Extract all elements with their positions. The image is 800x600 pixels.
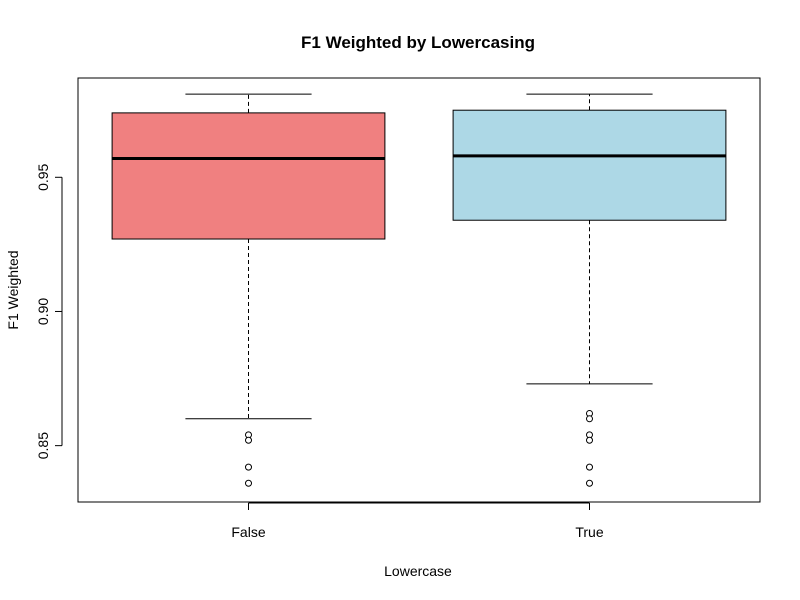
x-tick-label: False (231, 524, 265, 540)
y-tick-label: 0.90 (35, 298, 51, 325)
chart-title: F1 Weighted by Lowercasing (301, 33, 535, 52)
boxes-layer (111, 93, 727, 487)
box (452, 109, 727, 221)
outlier-point (586, 463, 593, 471)
box-group (452, 93, 727, 487)
box (111, 112, 386, 240)
y-axis-label: F1 Weighted (5, 250, 21, 329)
outlier-point (245, 463, 252, 471)
outlier-point (586, 415, 593, 423)
plot-frame (77, 77, 761, 503)
outlier-point (245, 479, 252, 487)
y-tick-label: 0.95 (35, 163, 51, 190)
outlier-point (586, 436, 593, 444)
y-axis: 0.85 0.90 0.95 (35, 163, 63, 459)
y-tick-label: 0.85 (35, 432, 51, 459)
outlier-point (245, 436, 252, 444)
box-group (111, 93, 386, 487)
x-axis-label: Lowercase (384, 563, 452, 579)
outlier-point (586, 479, 593, 487)
x-axis: False True (231, 502, 604, 540)
x-tick-label: True (575, 524, 603, 540)
